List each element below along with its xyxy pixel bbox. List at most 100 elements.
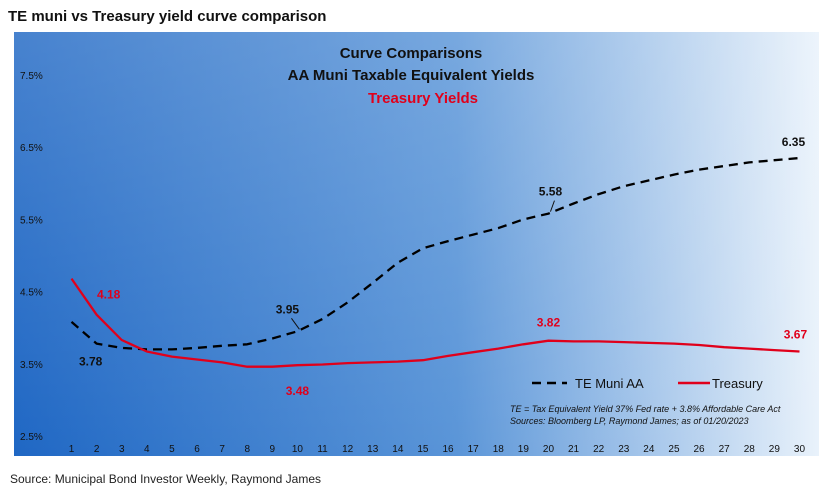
treasury-data-point [246,365,248,367]
treasury-data-point [296,364,298,366]
x-tick-label: 24 [643,444,655,455]
x-tick-label: 19 [518,444,530,455]
muni-data-point [422,247,424,249]
treasury-data-point [146,350,148,352]
muni-data-point [296,330,298,332]
muni-data-point [597,193,599,195]
treasury-data-point [422,359,424,361]
treasury-data-point [121,339,123,341]
x-tick-label: 5 [169,444,175,455]
muni-data-point [497,227,499,229]
x-tick-label: 16 [442,444,454,455]
muni-data-point [246,343,248,345]
muni-data-point [372,282,374,284]
treasury-data-point [447,355,449,357]
y-tick-label: 6.5% [20,143,43,154]
x-tick-label: 12 [342,444,354,455]
muni-data-point [798,157,800,159]
muni-data-point [346,301,348,303]
x-tick-label: 3 [119,444,125,455]
treasury-series-line [70,277,800,368]
x-tick-label: 26 [694,444,706,455]
x-tick-label: 17 [468,444,480,455]
x-tick-label: 18 [493,444,505,455]
treasury-data-label: 3.67 [784,328,808,342]
treasury-data-point [271,365,273,367]
treasury-data-point [70,277,72,279]
muni-data-point [723,165,725,167]
muni-data-point [196,347,198,349]
x-tick-label: 22 [593,444,605,455]
footnote-line-1: TE = Tax Equivalent Yield 37% Fed rate +… [510,404,781,414]
treasury-data-point [171,355,173,357]
chart-title-line-2: AA Muni Taxable Equivalent Yields [288,67,535,84]
x-tick-label: 21 [568,444,580,455]
y-tick-label: 7.5% [20,71,43,82]
yield-curve-chart: 2.5%3.5%4.5%5.5%6.5%7.5% 1 2 3 4 5 6 7 8 9 10 11 12… [14,32,819,456]
treasury-data-point [572,340,574,342]
x-tick-label: 20 [543,444,555,455]
treasury-data-point [673,342,675,344]
treasury-data-point [321,363,323,365]
chart-title-line-3: Treasury Yields [368,90,478,107]
treasury-data-label: 4.18 [97,288,121,302]
x-tick-label: 27 [719,444,731,455]
treasury-data-point [648,342,650,344]
x-tick-label: 10 [292,444,304,455]
treasury-data-point [497,347,499,349]
treasury-data-point [196,358,198,360]
muni-data-point [673,173,675,175]
muni-data-point [623,185,625,187]
treasury-data-point [522,343,524,345]
x-tick-label: 6 [194,444,200,455]
x-tick-label: 14 [392,444,404,455]
muni-data-point [522,218,524,220]
muni-data-point [121,347,123,349]
annotation-layer: 4.18 3.78 3.95 3.48 5.58 3.82 6.35 3.67 [79,135,808,398]
muni-data-label: 3.78 [79,355,103,369]
treasury-data-point [723,346,725,348]
treasury-data-point [397,360,399,362]
muni-data-point [773,159,775,161]
muni-data-point [397,262,399,264]
x-tick-label: 15 [417,444,429,455]
legend-label-treasury: Treasury [712,376,763,391]
x-tick-label: 11 [317,444,328,455]
legend-label-muni: TE Muni AA [575,376,644,391]
treasury-data-label: 3.82 [537,316,561,330]
chart-panel: 2.5% 3.5% 4.5% 5.5% 6.5% 7.5% 1 2 3 4 5 6 7 8 9 10 11 12… [14,32,819,456]
annotation-leader-line [291,318,300,330]
treasury-data-point [372,361,374,363]
x-tick-label: 1 [69,444,75,455]
muni-data-point [171,348,173,350]
muni-series-line [70,156,800,351]
y-tick-label: 4.5% [20,288,43,299]
x-tick-label: 8 [244,444,250,455]
x-tick-label: 29 [769,444,781,455]
muni-data-point [95,342,97,344]
treasury-data-point [698,344,700,346]
muni-data-point [572,202,574,204]
muni-data-point [648,179,650,181]
legend: TE Muni AA Treasury [532,376,763,391]
muni-data-point [271,337,273,339]
muni-data-point [748,161,750,163]
treasury-data-point [221,361,223,363]
treasury-data-point [547,339,549,341]
x-tick-label: 2 [94,444,100,455]
x-tick-label: 13 [367,444,379,455]
x-tick-label: 30 [794,444,806,455]
figure-title: TE muni vs Treasury yield curve comparis… [8,8,327,25]
muni-data-point [447,240,449,242]
annotation-leader-line [549,200,555,212]
y-tick-label: 5.5% [20,215,43,226]
muni-data-label: 5.58 [539,185,563,199]
y-tick-label: 3.5% [20,360,43,371]
muni-data-point [321,318,323,320]
muni-data-point [472,233,474,235]
muni-data-point [221,345,223,347]
treasury-data-point [623,341,625,343]
y-tick-label: 2.5% [20,432,43,443]
treasury-data-point [346,362,348,364]
muni-data-point [698,168,700,170]
